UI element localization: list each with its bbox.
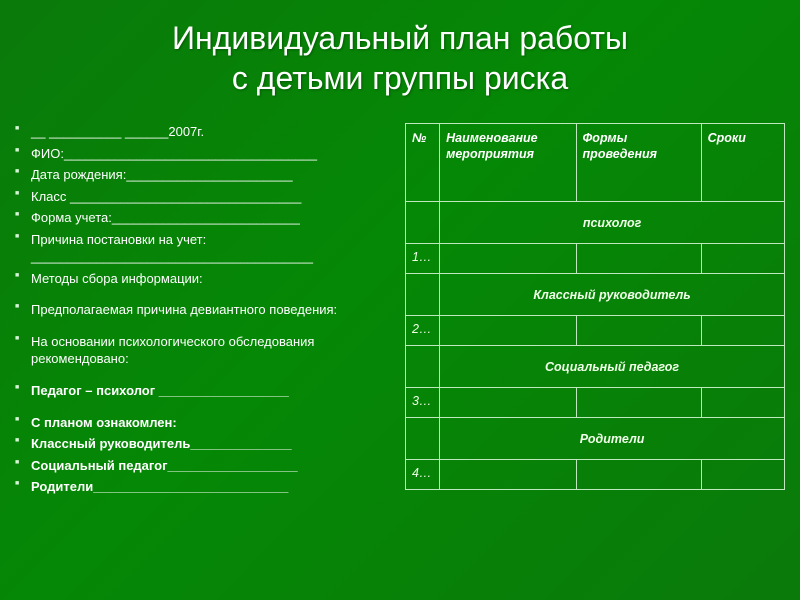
form-field-item: ФИО:___________________________________ (15, 145, 390, 163)
form-field-item: Педагог – психолог __________________ (15, 382, 390, 400)
activity-table-container: № Наименование мероприятия Формы проведе… (400, 123, 785, 500)
section-empty-cell (406, 274, 440, 316)
form-field-item: Методы сбора информации: (15, 270, 390, 288)
form-field-item: Родители___________________________ (15, 478, 390, 496)
section-empty-cell (406, 346, 440, 388)
form-field-item: Причина постановки на учет: ____________… (15, 231, 390, 266)
header-activity-name: Наименование мероприятия (440, 124, 576, 202)
form-field-item: Предполагаемая причина девиантного повед… (15, 301, 390, 319)
slide-title: Индивидуальный план работы с детьми груп… (0, 0, 800, 123)
header-form: Формы проведения (576, 124, 701, 202)
section-empty-cell (406, 202, 440, 244)
row-cell (440, 316, 576, 346)
row-cell (576, 388, 701, 418)
row-cell (701, 388, 784, 418)
row-cell (576, 244, 701, 274)
table-header-row: № Наименование мероприятия Формы проведе… (406, 124, 785, 202)
form-field-item: Социальный педагог__________________ (15, 457, 390, 475)
form-field-item: Форма учета:__________________________ (15, 209, 390, 227)
form-field-item: __ __________ ______2007г. (15, 123, 390, 141)
title-line-2: с детьми группы риска (232, 60, 568, 96)
row-cell (576, 316, 701, 346)
section-label: Социальный педагог (440, 346, 785, 388)
form-fields-list: __ __________ ______2007г. ФИО:__________… (15, 123, 400, 500)
table-section-row: психолог (406, 202, 785, 244)
table-section-row: Родители (406, 418, 785, 460)
table-row: 4… (406, 460, 785, 490)
row-cell (576, 460, 701, 490)
table-row: 2… (406, 316, 785, 346)
table-section-row: Социальный педагог (406, 346, 785, 388)
row-cell (701, 460, 784, 490)
section-label: Родители (440, 418, 785, 460)
form-field-item: Дата рождения:_______________________ (15, 166, 390, 184)
row-number: 3… (406, 388, 440, 418)
row-number: 2… (406, 316, 440, 346)
activity-table: № Наименование мероприятия Формы проведе… (405, 123, 785, 490)
row-cell (701, 316, 784, 346)
table-row: 1… (406, 244, 785, 274)
table-section-row: Классный руководитель (406, 274, 785, 316)
row-cell (440, 388, 576, 418)
form-field-item: Класс ________________________________ (15, 188, 390, 206)
form-field-item: С планом ознакомлен: (15, 414, 390, 432)
row-number: 1… (406, 244, 440, 274)
section-label: Классный руководитель (440, 274, 785, 316)
title-line-1: Индивидуальный план работы (172, 20, 628, 56)
table-row: 3… (406, 388, 785, 418)
section-label: психолог (440, 202, 785, 244)
row-cell (440, 460, 576, 490)
form-field-item: Классный руководитель______________ (15, 435, 390, 453)
row-number: 4… (406, 460, 440, 490)
row-cell (701, 244, 784, 274)
header-deadline: Сроки (701, 124, 784, 202)
header-number: № (406, 124, 440, 202)
row-cell (440, 244, 576, 274)
section-empty-cell (406, 418, 440, 460)
form-field-item: На основании психологического обследован… (15, 333, 390, 368)
content-area: __ __________ ______2007г. ФИО:__________… (0, 123, 800, 500)
